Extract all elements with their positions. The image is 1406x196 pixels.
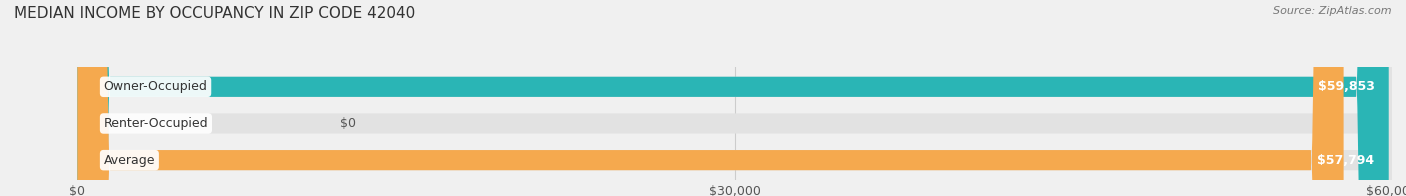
- Text: $0: $0: [340, 117, 356, 130]
- FancyBboxPatch shape: [77, 0, 1392, 196]
- Text: $57,794: $57,794: [1317, 154, 1375, 167]
- FancyBboxPatch shape: [77, 0, 1392, 196]
- Text: MEDIAN INCOME BY OCCUPANCY IN ZIP CODE 42040: MEDIAN INCOME BY OCCUPANCY IN ZIP CODE 4…: [14, 6, 415, 21]
- Text: Owner-Occupied: Owner-Occupied: [104, 80, 208, 93]
- FancyBboxPatch shape: [77, 0, 1344, 196]
- Text: Renter-Occupied: Renter-Occupied: [104, 117, 208, 130]
- FancyBboxPatch shape: [77, 0, 1392, 196]
- FancyBboxPatch shape: [77, 0, 1389, 196]
- Text: $59,853: $59,853: [1317, 80, 1375, 93]
- Text: Average: Average: [104, 154, 155, 167]
- Text: Source: ZipAtlas.com: Source: ZipAtlas.com: [1274, 6, 1392, 16]
